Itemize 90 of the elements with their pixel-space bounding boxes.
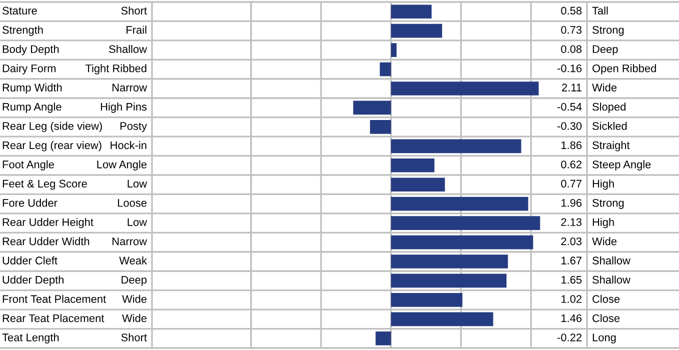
bar [391, 43, 397, 57]
text: Straight [592, 141, 630, 152]
text: Sloped [592, 102, 626, 113]
data-label: 0.08 [561, 45, 582, 53]
bar [391, 274, 506, 288]
text: Shallow [592, 276, 630, 284]
text: Shallow [109, 44, 148, 53]
y-tick-label: Feet & Leg Score [2, 180, 87, 190]
data-label: 2.11 [562, 84, 582, 92]
bar [353, 100, 391, 115]
text: Short [121, 333, 147, 342]
y-tick-label: Stature [2, 6, 37, 15]
data-label: -0.54 [557, 102, 582, 111]
text: High [592, 218, 614, 228]
bar [370, 120, 391, 134]
data-label: 1.96 [561, 199, 582, 207]
data-label: 0.77 [561, 180, 582, 188]
y-tick-label: Front Teat Placement [2, 294, 106, 303]
y-tick-label: Udder Cleft [2, 256, 58, 264]
y-tick-label: Dairy Form [2, 64, 56, 74]
text: Open Ribbed [592, 64, 656, 74]
text: Wide [592, 83, 617, 92]
bar [391, 82, 539, 96]
data-label: 0.62 [561, 160, 582, 168]
bar [391, 158, 434, 172]
text: Strong [592, 26, 624, 36]
data-label: -0.22 [557, 334, 582, 342]
text: Loose [118, 199, 147, 207]
y-tick-label: Fore Udder [2, 198, 58, 207]
y-tick-label: Rear Leg (side view) [2, 122, 102, 132]
text: Posty [120, 122, 147, 132]
y-tick-label: Body Depth [2, 44, 59, 56]
bar [391, 293, 462, 307]
data-label: 1.65 [561, 276, 582, 284]
data-label: 0.73 [561, 26, 582, 34]
text: Strong [592, 199, 624, 209]
y-tick-label: Rear Udder Height [2, 218, 94, 228]
y-tick-label: Rump Width [2, 83, 62, 94]
y-tick-label: Rump Angle [2, 102, 62, 113]
bar [391, 139, 522, 154]
text: Wide [122, 294, 147, 303]
text: Wide [122, 314, 147, 322]
bar [391, 254, 508, 268]
text: High Pins [100, 102, 147, 113]
text: Narrow [112, 238, 148, 246]
text: Deep [592, 45, 618, 56]
text: Hock-in [110, 141, 146, 150]
bar [380, 62, 391, 76]
data-label: 2.03 [561, 237, 582, 246]
text: Low Angle [97, 160, 147, 171]
y-tick-label: Udder Depth [2, 276, 64, 286]
text: Close [592, 314, 620, 322]
data-label: 2.13 [561, 218, 582, 226]
text: Wide [592, 237, 617, 246]
bar [391, 4, 432, 19]
data-label: 1.46 [561, 314, 582, 322]
data-label: -0.16 [557, 64, 582, 72]
y-tick-label: Foot Angle [2, 160, 54, 171]
bar [391, 24, 442, 38]
bar [376, 331, 391, 346]
text: Narrow [112, 84, 148, 92]
data-label: -0.30 [557, 122, 582, 130]
data-label: 0.58 [561, 6, 582, 15]
bar [391, 216, 540, 230]
text: Long [592, 334, 616, 344]
y-tick-label: Strength [2, 26, 43, 36]
text: Deep [122, 276, 147, 286]
y-tick-label: Rear Leg (rear view) [2, 141, 102, 152]
text: Close [592, 294, 620, 303]
text: Shallow [592, 256, 630, 264]
text: Steep Angle [592, 160, 651, 171]
text: Low [128, 218, 148, 226]
text: High [592, 179, 614, 190]
data-label: 1.67 [561, 256, 582, 264]
bar [391, 312, 494, 326]
text: Tight Ribbed [85, 64, 146, 74]
y-tick-label: Teat Length [2, 333, 59, 344]
bar [391, 235, 534, 250]
bar [391, 178, 445, 192]
text: Weak [119, 256, 148, 264]
text: Sickled [592, 122, 627, 130]
data-label: 1.02 [561, 295, 582, 303]
text: Tall [592, 6, 608, 15]
text: Short [121, 6, 147, 15]
y-tick-label: Rear Udder Width [2, 237, 90, 246]
y-tick-label: Rear Teat Placement [2, 314, 104, 322]
bar [391, 196, 528, 211]
text: Low [128, 180, 148, 188]
text: Frail [126, 26, 146, 34]
data-label: 1.86 [561, 141, 582, 150]
